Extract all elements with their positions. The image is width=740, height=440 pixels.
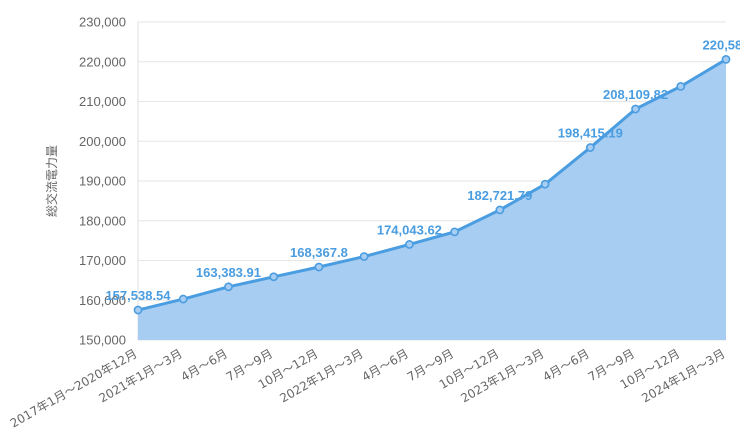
y-tick-label: 180,000 bbox=[79, 213, 126, 228]
series-area bbox=[138, 59, 726, 341]
data-label: 208,109.82 bbox=[603, 87, 668, 102]
data-labels: 157,538.54 163,383.91 168,367.8 174,043.62 1… bbox=[105, 37, 740, 303]
y-axis-ticks: 150,000 160,000 170,000 180,000 190,000 200,0… bbox=[79, 15, 126, 348]
data-point bbox=[178, 294, 188, 304]
data-point bbox=[269, 272, 279, 282]
data-label: 163,383.91 bbox=[196, 265, 261, 280]
x-tick-label: 2024年1月～3月 bbox=[639, 346, 727, 405]
x-tick-label: 2022年1月～3月 bbox=[277, 346, 365, 405]
y-tick-label: 160,000 bbox=[79, 293, 126, 308]
y-tick-label: 170,000 bbox=[79, 253, 126, 268]
x-tick-label: 4月～6月 bbox=[540, 346, 591, 384]
data-point bbox=[495, 205, 505, 215]
area-fill-layer bbox=[138, 59, 726, 341]
data-point bbox=[359, 252, 369, 261]
y-tick-label: 210,000 bbox=[79, 94, 126, 109]
y-tick-label: 220,000 bbox=[79, 54, 126, 69]
data-point bbox=[314, 262, 324, 272]
data-label: 182,721.79 bbox=[467, 188, 532, 203]
data-point bbox=[676, 81, 686, 91]
data-label: 168,367.8 bbox=[290, 245, 348, 260]
y-axis-label: 総交流電力量 bbox=[44, 145, 59, 217]
x-tick-label: 2021年1月～3月 bbox=[96, 346, 184, 405]
data-point bbox=[721, 55, 731, 64]
y-tick-label: 190,000 bbox=[79, 174, 126, 189]
data-points bbox=[133, 55, 731, 315]
data-label: 220,589 bbox=[703, 37, 740, 52]
y-tick-label: 150,000 bbox=[79, 333, 126, 348]
x-tick-label: 2023年1月～3月 bbox=[458, 346, 546, 405]
data-label: 174,043.62 bbox=[377, 222, 442, 237]
x-axis-ticks: 2017年1月～2020年12月2021年1月～3月4月～6月7月～9月10月～… bbox=[8, 346, 728, 430]
y-tick-label: 230,000 bbox=[79, 15, 126, 30]
data-label: 157,538.54 bbox=[105, 288, 171, 303]
y-tick-label: 200,000 bbox=[79, 134, 126, 149]
series-line-layer bbox=[137, 58, 727, 312]
data-point bbox=[133, 305, 143, 315]
data-label: 198,415.19 bbox=[558, 126, 623, 141]
data-point bbox=[585, 143, 595, 152]
data-point bbox=[631, 104, 640, 114]
x-tick-label: 4月～6月 bbox=[179, 346, 230, 384]
data-point bbox=[404, 240, 414, 249]
data-point bbox=[224, 282, 233, 292]
data-point bbox=[450, 227, 460, 237]
data-point bbox=[540, 179, 550, 189]
series-line bbox=[137, 58, 727, 312]
x-tick-label: 4月～6月 bbox=[359, 346, 410, 384]
